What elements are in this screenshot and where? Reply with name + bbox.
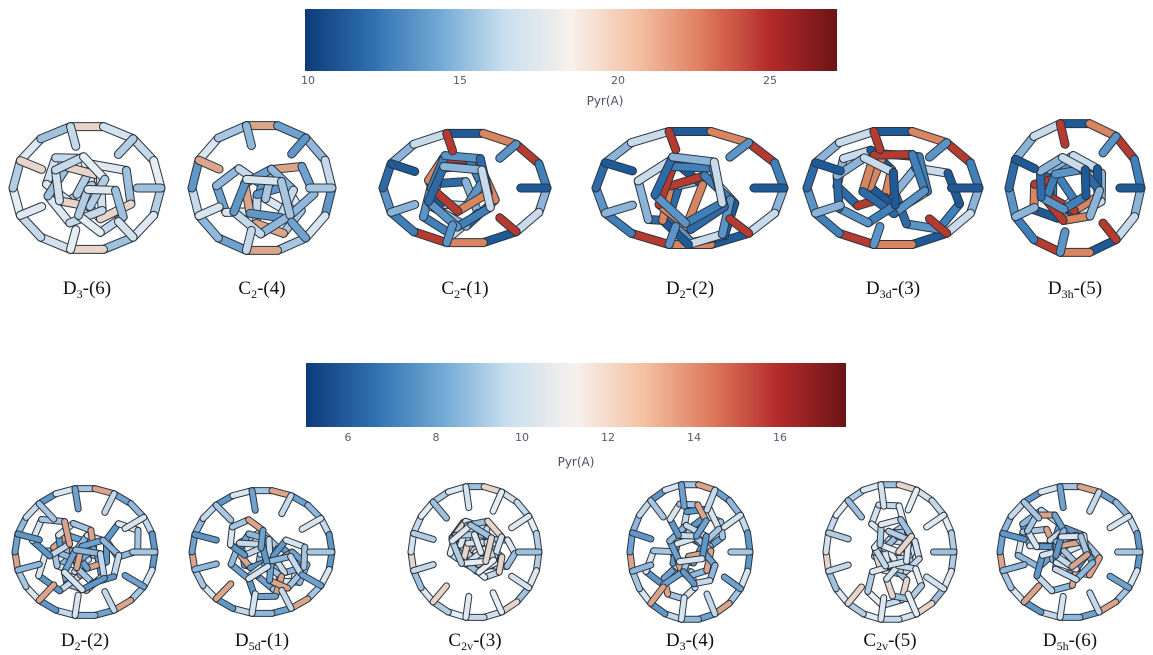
fullerene-structure xyxy=(378,128,552,248)
caption-symbol: C xyxy=(448,630,462,651)
colorbar-bottom-tick: 16 xyxy=(773,431,787,444)
fullerene-structure xyxy=(591,126,789,250)
caption-subscript: 5h xyxy=(1056,639,1069,653)
caption-suffix: -(3) xyxy=(473,630,502,651)
molecule-label-bottom: C2v-(5) xyxy=(863,630,916,654)
caption-symbol: C xyxy=(441,278,455,299)
colorbar-bottom-label: Pyr(A) xyxy=(557,455,595,469)
colorbar-top-tick: 10 xyxy=(301,74,315,87)
fullerene-structure xyxy=(407,483,543,621)
colorbar-bottom: 6 8 10 12 14 16 Pyr(A) xyxy=(306,363,846,473)
caption-subscript: 3d xyxy=(879,287,892,301)
caption-subscript: 3 xyxy=(76,287,83,301)
caption-subscript: 2 xyxy=(454,287,461,301)
caption-subscript: 2 xyxy=(251,287,258,301)
caption-suffix: -(5) xyxy=(888,630,917,651)
caption-symbol: D xyxy=(665,630,680,651)
fullerene-structure xyxy=(188,487,336,617)
colorbar-top-label: Pyr(A) xyxy=(586,94,624,108)
fullerene-structure xyxy=(187,121,337,255)
colorbar-top: 10 15 20 25 Pyr(A) xyxy=(301,9,837,109)
caption-subscript: 3 xyxy=(679,639,686,653)
molecule-label-top: D3d-(3) xyxy=(866,278,920,302)
caption-suffix: -(4) xyxy=(257,278,286,299)
colorbar-top-tick: 15 xyxy=(453,74,467,87)
caption-symbol: D xyxy=(665,278,680,299)
molecule-label-bottom: D3-(4) xyxy=(666,630,714,654)
colorbar-bottom-gradient xyxy=(306,363,846,427)
fullerene-structure xyxy=(802,126,984,250)
colorbar-bottom-tick: 14 xyxy=(687,431,701,444)
molecule-label-top: D2-(2) xyxy=(666,278,714,302)
caption-subscript: 2 xyxy=(679,287,686,301)
caption-symbol: D xyxy=(60,630,75,651)
fullerene-structure xyxy=(626,481,754,623)
caption-suffix: -(5) xyxy=(1073,278,1103,299)
caption-symbol: D xyxy=(62,278,77,299)
molecule-label-bottom: D5h-(6) xyxy=(1043,630,1097,654)
caption-symbol: D xyxy=(865,278,880,299)
caption-suffix: -(1) xyxy=(260,630,290,651)
fullerene-structure xyxy=(11,485,159,619)
fullerene-structure xyxy=(1004,119,1146,257)
fullerene-structure xyxy=(822,481,958,623)
caption-subscript: 2v xyxy=(461,639,474,653)
colorbar-top-gradient xyxy=(305,9,837,71)
caption-suffix: -(1) xyxy=(460,278,489,299)
caption-suffix: -(6) xyxy=(1068,630,1098,651)
caption-subscript: 5d xyxy=(248,639,261,653)
caption-subscript: 2v xyxy=(876,639,889,653)
caption-suffix: -(6) xyxy=(82,278,112,299)
molecule-label-top: D3h-(5) xyxy=(1048,278,1102,302)
colorbar-top-tick: 20 xyxy=(611,74,625,87)
caption-suffix: -(2) xyxy=(80,630,110,651)
colorbar-bottom-tick: 6 xyxy=(344,431,352,444)
fullerene-structure xyxy=(996,483,1144,621)
colorbar-bottom-tick: 10 xyxy=(515,431,529,444)
caption-symbol: D xyxy=(1047,278,1062,299)
caption-symbol: D xyxy=(1042,630,1057,651)
molecule-label-top: D3-(6) xyxy=(63,278,111,302)
caption-symbol: C xyxy=(863,630,877,651)
molecule-label-bottom: C2v-(3) xyxy=(448,630,501,654)
colorbar-bottom-tick: 8 xyxy=(432,431,440,444)
molecule-label-bottom: D5d-(1) xyxy=(235,630,289,654)
colorbar-bottom-tick: 12 xyxy=(601,431,615,444)
molecule-label-top: C2-(1) xyxy=(441,278,488,302)
caption-symbol: C xyxy=(238,278,252,299)
caption-suffix: -(3) xyxy=(891,278,921,299)
caption-suffix: -(4) xyxy=(685,630,715,651)
caption-subscript: 3h xyxy=(1061,287,1074,301)
fullerene-structure xyxy=(8,122,166,254)
caption-symbol: D xyxy=(234,630,249,651)
molecule-label-bottom: D2-(2) xyxy=(61,630,109,654)
caption-suffix: -(2) xyxy=(685,278,715,299)
colorbar-top-tick: 25 xyxy=(763,74,777,87)
molecule-label-top: C2-(4) xyxy=(238,278,285,302)
caption-subscript: 2 xyxy=(74,639,81,653)
